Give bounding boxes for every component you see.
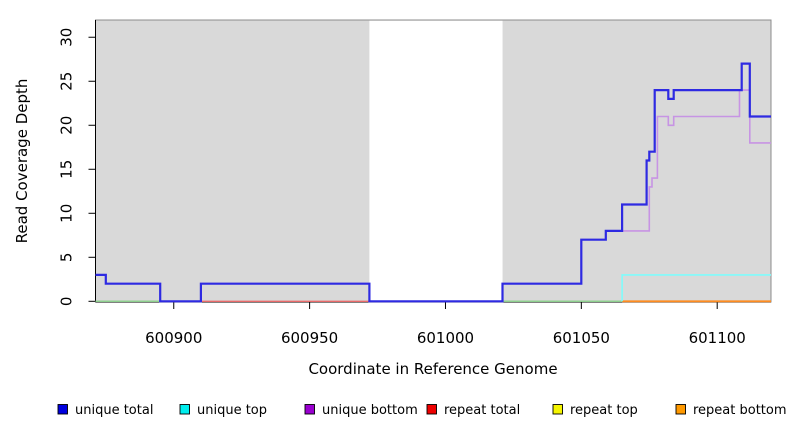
y-tick-label: 5 — [58, 253, 76, 263]
legend-label: unique bottom — [322, 403, 418, 418]
x-tick-label: 601100 — [689, 329, 746, 347]
y-axis-title: Read Coverage Depth — [13, 79, 31, 244]
legend-swatch-repeat-top — [552, 404, 563, 415]
legend-swatch-repeat-bottom — [675, 404, 686, 415]
legend-swatch-repeat-total — [426, 404, 437, 415]
y-tick-label: 10 — [58, 204, 76, 223]
legend-label: repeat total — [444, 403, 520, 418]
y-tick-label: 30 — [58, 28, 76, 47]
y-tick-label: 20 — [58, 116, 76, 135]
y-tick-label: 15 — [58, 160, 76, 179]
x-tick-label: 601050 — [553, 329, 610, 347]
legend-swatch-unique-total — [57, 404, 68, 415]
legend-label: unique top — [197, 403, 267, 418]
x-axis-title: Coordinate in Reference Genome — [308, 360, 557, 378]
legend-swatch-unique-bottom — [304, 404, 315, 415]
x-tick-label: 601000 — [417, 329, 474, 347]
x-tick-label: 600900 — [145, 329, 202, 347]
legend-label: repeat top — [570, 403, 638, 418]
legend-label: unique total — [75, 403, 153, 418]
series-unique-top-line — [621, 274, 771, 302]
x-tick-label: 600950 — [281, 329, 338, 347]
legend-swatch-unique-top — [179, 404, 190, 415]
series-unique-total-line — [95, 62, 771, 303]
y-tick-label: 0 — [58, 297, 76, 307]
masked-region — [369, 20, 503, 302]
legend-label: repeat bottom — [693, 403, 787, 418]
y-tick-label: 25 — [58, 72, 76, 91]
